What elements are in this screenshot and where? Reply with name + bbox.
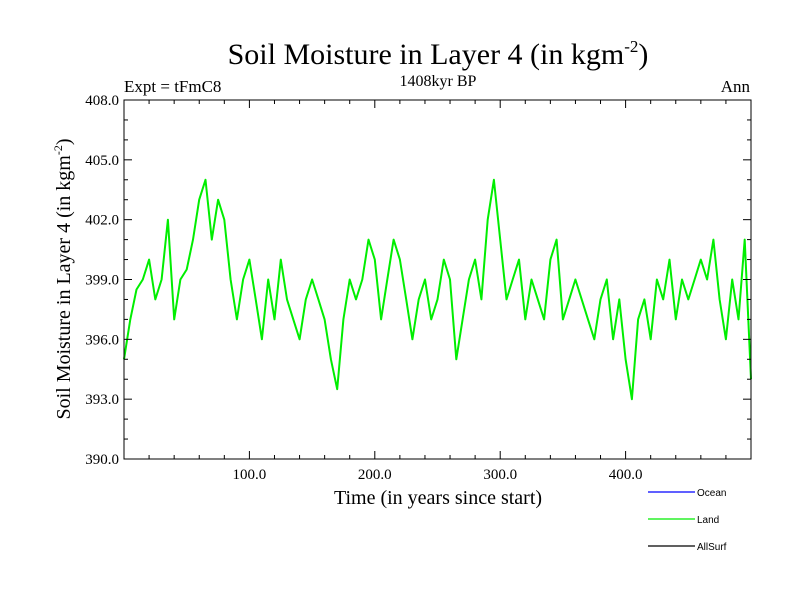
- legend-label-land: Land: [697, 515, 719, 526]
- experiment-label: Expt = tFmC8: [124, 77, 221, 96]
- chart-title-text: Soil Moisture in Layer 4 (in kgm: [228, 38, 625, 71]
- y-tick-label: 405.0: [85, 153, 119, 169]
- x-tick-label: 400.0: [609, 467, 643, 483]
- x-tick-label: 100.0: [233, 467, 267, 483]
- x-tick-label: 300.0: [483, 467, 517, 483]
- period-label: Ann: [721, 77, 751, 96]
- chart-title-close: ): [638, 38, 648, 71]
- y-axis-label-text: Soil Moisture in Layer 4 (in kgm: [53, 155, 75, 420]
- y-tick-label: 402.0: [85, 213, 119, 229]
- chart-subtitle: 1408kyr BP: [400, 73, 477, 90]
- y-tick-label: 399.0: [85, 273, 119, 289]
- y-tick-label: 396.0: [85, 332, 119, 348]
- legend: Ocean Land AllSurf: [648, 488, 727, 553]
- chart-title: Soil Moisture in Layer 4 (in kgm-2): [228, 37, 649, 71]
- y-tick-label: 390.0: [85, 452, 119, 468]
- plot-area: 100.0 200.0 300.0 400.0 390.0 393.0 396.0 399.0…: [85, 93, 752, 483]
- y-axis-label-close: ): [53, 138, 75, 145]
- legend-label-allsurf: AllSurf: [697, 542, 727, 553]
- legend-label-ocean: Ocean: [697, 488, 726, 499]
- y-axis-label-superscript: -2: [51, 145, 65, 155]
- x-axis-label: Time (in years since start): [334, 487, 542, 509]
- y-tick-label: 393.0: [85, 392, 119, 408]
- y-tick-label: 408.0: [85, 93, 119, 109]
- y-axis-label: Soil Moisture in Layer 4 (in kgm-2): [51, 138, 75, 419]
- x-tick-label: 200.0: [358, 467, 392, 483]
- chart-title-superscript: -2: [624, 37, 638, 56]
- series-line-land: [123, 178, 752, 401]
